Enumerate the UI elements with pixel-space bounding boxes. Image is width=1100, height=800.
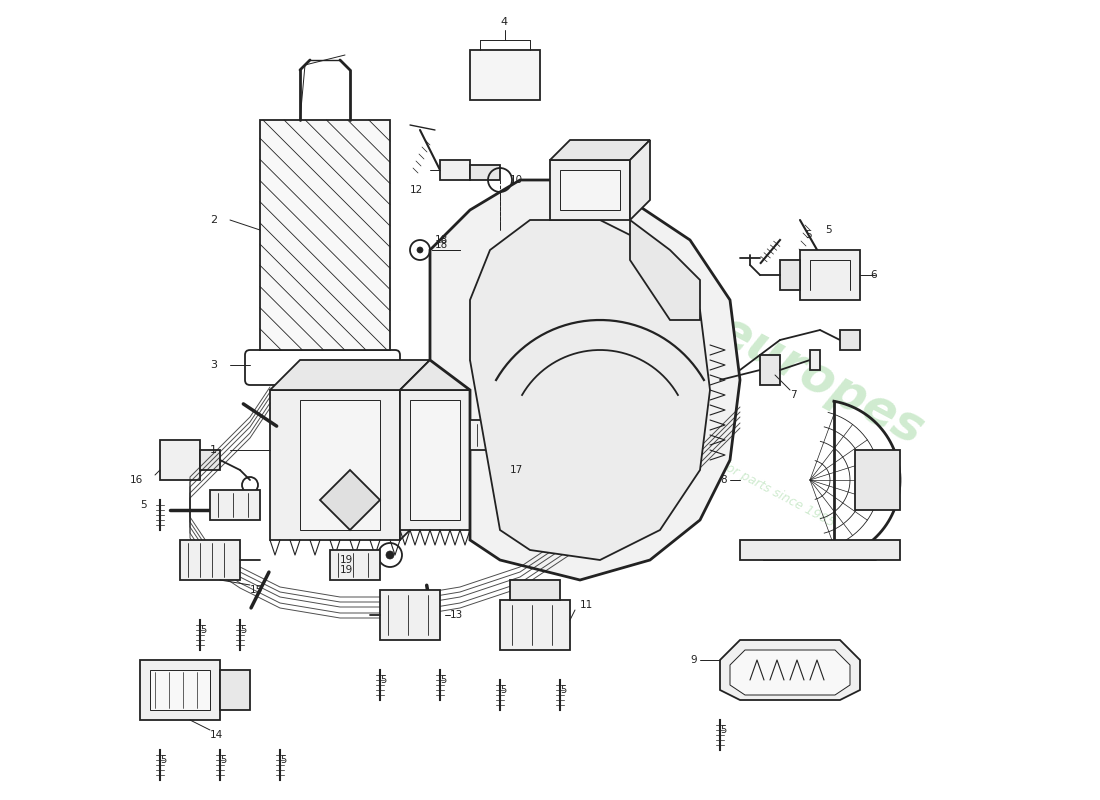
Polygon shape [810, 350, 820, 370]
Text: 5: 5 [825, 225, 832, 235]
Text: 18: 18 [434, 235, 449, 245]
Polygon shape [630, 220, 700, 320]
Text: 5: 5 [240, 625, 246, 635]
Polygon shape [270, 360, 430, 390]
Polygon shape [470, 360, 500, 530]
Text: 2: 2 [210, 215, 217, 225]
Text: 5: 5 [280, 755, 286, 765]
Polygon shape [430, 180, 740, 580]
Text: 18: 18 [434, 240, 449, 250]
Polygon shape [550, 140, 650, 160]
Polygon shape [760, 355, 780, 385]
Text: 5: 5 [440, 675, 447, 685]
Polygon shape [560, 170, 620, 210]
Polygon shape [400, 390, 470, 530]
Text: europes: europes [708, 306, 932, 454]
Polygon shape [510, 580, 560, 600]
Polygon shape [470, 220, 710, 560]
Polygon shape [500, 600, 570, 650]
Text: 19: 19 [340, 565, 353, 575]
Text: 7: 7 [790, 390, 796, 400]
Text: 11: 11 [580, 600, 593, 610]
Polygon shape [320, 470, 379, 530]
Text: 14: 14 [210, 730, 223, 740]
Text: 5: 5 [560, 685, 566, 695]
Text: 5: 5 [160, 755, 166, 765]
Text: 3: 3 [210, 360, 217, 370]
Polygon shape [470, 420, 530, 450]
Text: 12: 12 [410, 185, 424, 195]
Polygon shape [150, 670, 210, 710]
Polygon shape [560, 480, 610, 520]
Text: 1: 1 [210, 445, 217, 455]
Polygon shape [210, 490, 260, 520]
Text: 5: 5 [200, 625, 207, 635]
Text: 16: 16 [130, 475, 143, 485]
Text: 5: 5 [805, 230, 812, 240]
Text: 5: 5 [379, 675, 386, 685]
Text: 8: 8 [720, 475, 727, 485]
Polygon shape [740, 540, 900, 560]
Text: 10: 10 [510, 175, 524, 185]
Circle shape [386, 551, 394, 559]
Text: a passion for parts since 1985: a passion for parts since 1985 [663, 430, 836, 530]
Text: 9: 9 [690, 655, 696, 665]
Polygon shape [220, 670, 250, 710]
Text: 4: 4 [500, 17, 507, 27]
Polygon shape [440, 160, 470, 180]
Polygon shape [800, 250, 860, 300]
Polygon shape [470, 165, 500, 180]
Polygon shape [270, 390, 400, 540]
Polygon shape [780, 260, 800, 290]
Polygon shape [400, 360, 430, 540]
Text: 5: 5 [220, 755, 227, 765]
Polygon shape [260, 120, 390, 350]
Polygon shape [140, 660, 220, 720]
Polygon shape [855, 450, 900, 510]
Polygon shape [379, 590, 440, 640]
Text: 5: 5 [720, 725, 726, 735]
Polygon shape [200, 450, 220, 470]
Polygon shape [550, 160, 630, 220]
Polygon shape [330, 550, 380, 580]
Polygon shape [300, 400, 379, 530]
Polygon shape [840, 330, 860, 350]
Text: 13: 13 [450, 610, 463, 620]
Text: 15: 15 [250, 585, 263, 595]
Circle shape [417, 247, 424, 253]
Polygon shape [470, 50, 540, 100]
Text: 5: 5 [500, 685, 506, 695]
Polygon shape [720, 640, 860, 700]
Text: 19: 19 [340, 555, 353, 565]
Polygon shape [160, 440, 200, 480]
Polygon shape [630, 140, 650, 220]
Text: 5: 5 [140, 500, 146, 510]
Polygon shape [410, 400, 460, 520]
Text: 6: 6 [870, 270, 877, 280]
Polygon shape [730, 650, 850, 695]
Text: 17: 17 [510, 465, 524, 475]
Polygon shape [180, 540, 240, 580]
Polygon shape [400, 360, 500, 390]
